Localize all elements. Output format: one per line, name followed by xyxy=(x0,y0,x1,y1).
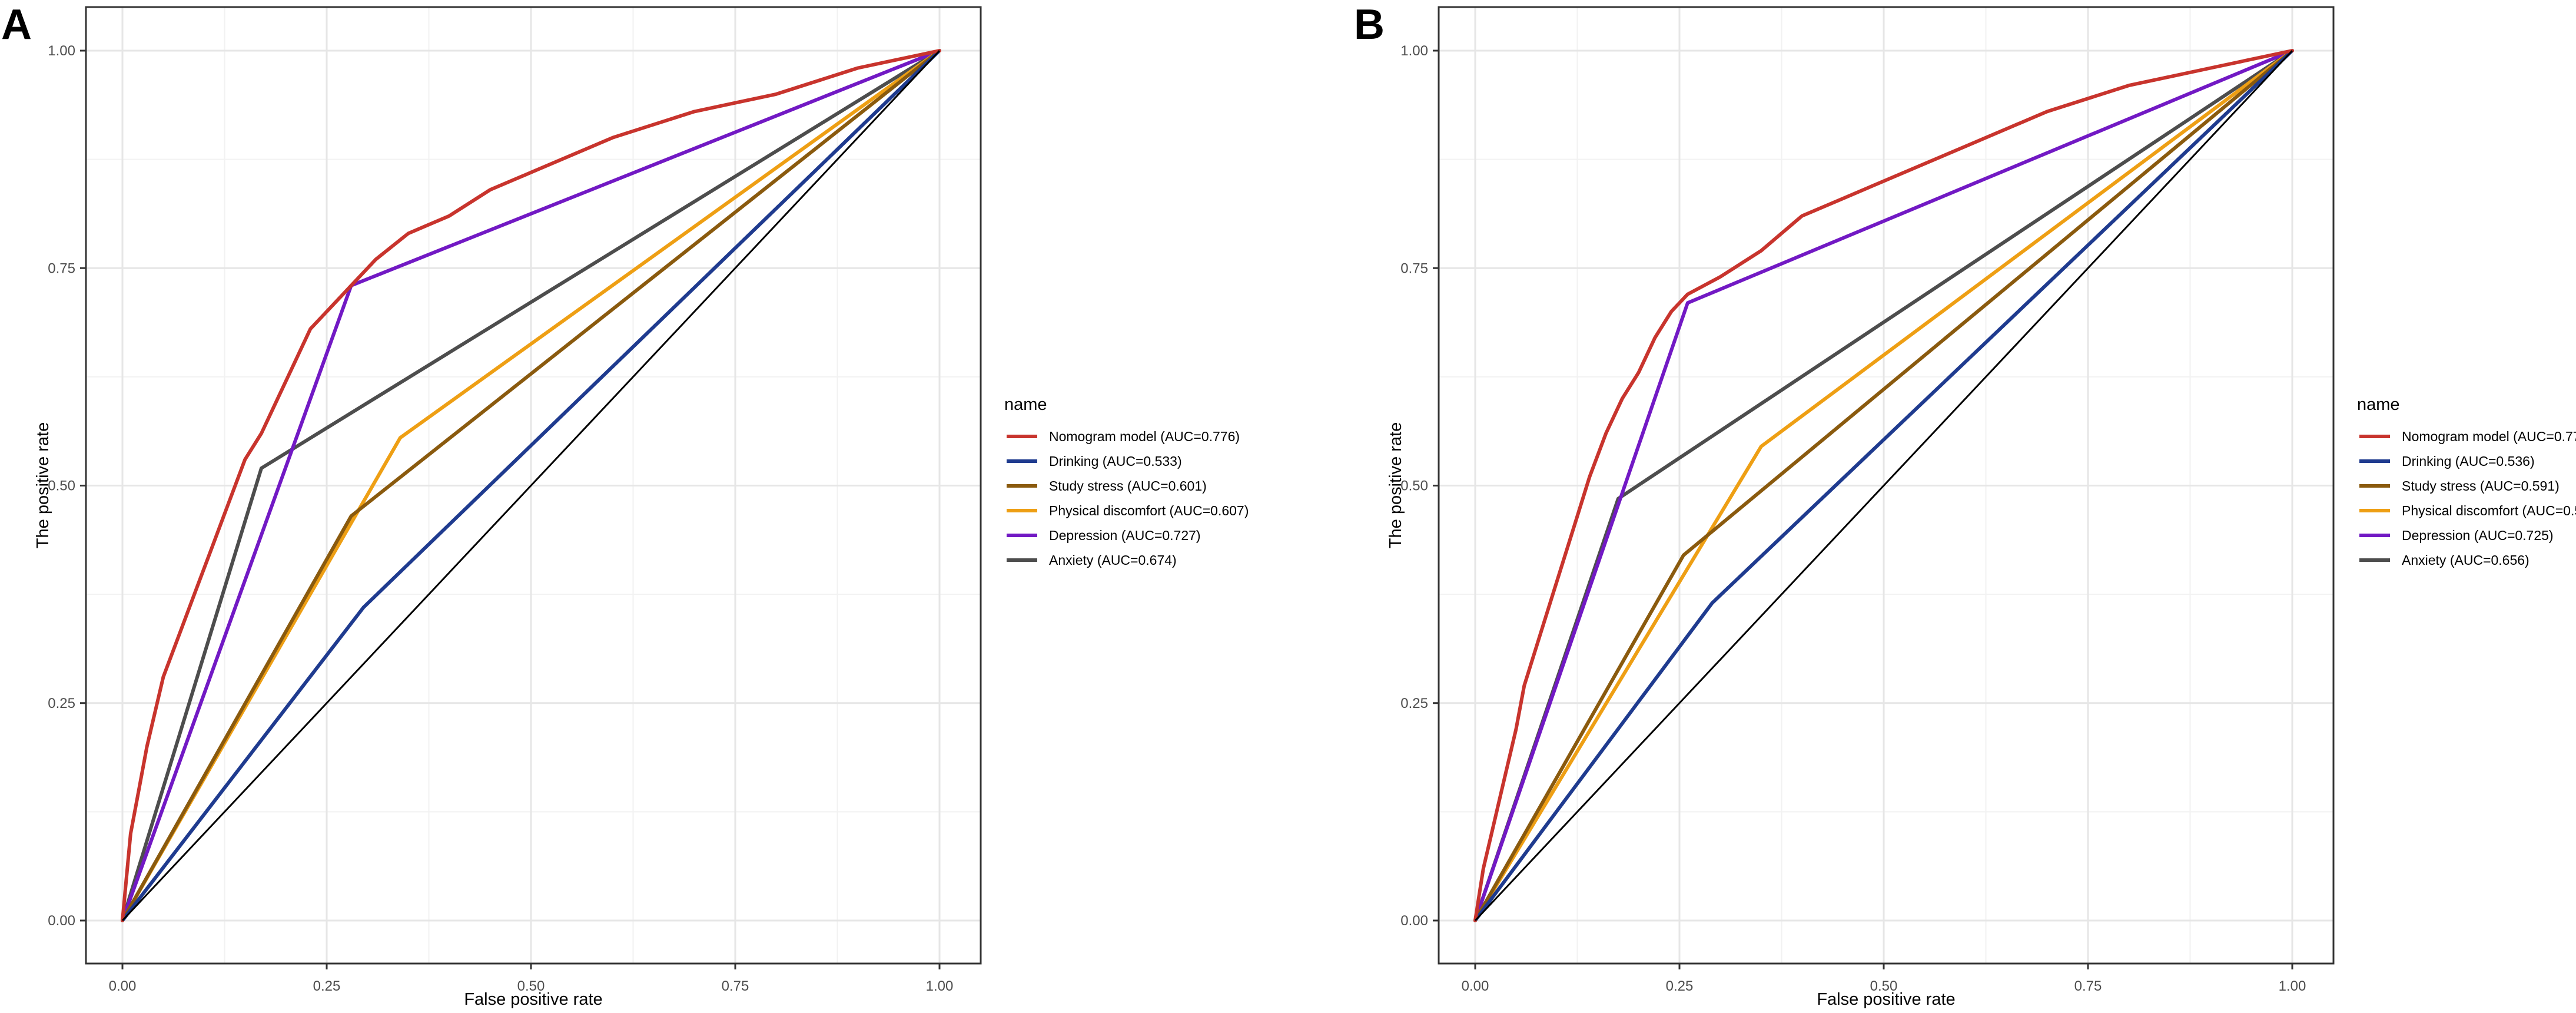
legend-item: Anxiety (AUC=0.674) xyxy=(1007,552,1177,568)
legend-item: Study stress (AUC=0.601) xyxy=(1007,478,1207,494)
legend-title: name xyxy=(2357,395,2400,414)
legend-label: Physical discomfort (AUC=0.595) xyxy=(2402,503,2576,518)
panel-a: 0.00 0.25 0.50 0.75 1.00 0.00 0.25 0.50 0.75 1.00… xyxy=(1,1,1249,1009)
legend-item: Drinking (AUC=0.533) xyxy=(1007,453,1182,469)
y-tick-label: 1.00 xyxy=(1400,43,1428,59)
legend-item: Nomogram model (AUC=0.77) xyxy=(2359,429,2576,444)
y-tick-label: 1.00 xyxy=(48,43,75,59)
legend-label: Nomogram model (AUC=0.77) xyxy=(2402,429,2576,444)
legend-item: Depression (AUC=0.727) xyxy=(1007,528,1201,543)
legend-item: Study stress (AUC=0.591) xyxy=(2359,478,2560,494)
panel-b: 0.00 0.25 0.50 0.75 1.00 0.00 0.25 0.50 0.75 1.00… xyxy=(1354,1,2576,1009)
legend-item: Drinking (AUC=0.536) xyxy=(2359,453,2535,469)
reference-diagonal xyxy=(1474,49,2293,922)
x-tick-label: 0.50 xyxy=(517,978,545,994)
series-group xyxy=(121,49,941,922)
series-line-0 xyxy=(121,49,941,922)
x-tick-label: 0.25 xyxy=(313,978,341,994)
panel-label: B xyxy=(1354,1,1385,48)
series-line-5 xyxy=(121,49,941,922)
y-tick-label: 0.25 xyxy=(48,696,75,711)
legend-label: Drinking (AUC=0.533) xyxy=(1049,453,1182,469)
series-line-2 xyxy=(121,49,941,922)
series-group xyxy=(1473,49,2294,922)
y-tick-label: 0.50 xyxy=(1400,478,1428,494)
y-tick-label: 0.25 xyxy=(1400,696,1428,711)
legend-item: Anxiety (AUC=0.656) xyxy=(2359,552,2529,568)
legend-label: Drinking (AUC=0.536) xyxy=(2402,453,2535,469)
legend-label: Depression (AUC=0.727) xyxy=(1049,528,1201,543)
x-tick-label: 1.00 xyxy=(926,978,954,994)
x-tick-label: 0.50 xyxy=(1870,978,1898,994)
y-tick-label: 0.50 xyxy=(48,478,75,494)
legend-title: name xyxy=(1004,395,1047,414)
series-line-4 xyxy=(1473,49,2294,922)
legend-item: Physical discomfort (AUC=0.595) xyxy=(2359,503,2576,518)
x-tick-label: 0.25 xyxy=(1666,978,1694,994)
legend-label: Nomogram model (AUC=0.776) xyxy=(1049,429,1240,444)
legend-label: Physical discomfort (AUC=0.607) xyxy=(1049,503,1249,518)
y-tick-label: 0.75 xyxy=(1400,260,1428,276)
x-tick-label: 0.00 xyxy=(1462,978,1489,994)
reference-diagonal xyxy=(121,49,941,922)
y-tick-label: 0.75 xyxy=(48,260,75,276)
series-line-1 xyxy=(1473,49,2294,922)
panel-label: A xyxy=(1,1,32,48)
y-tick-label: 0.00 xyxy=(48,913,75,929)
series-line-2 xyxy=(1473,49,2294,922)
series-line-1 xyxy=(121,49,941,922)
legend-label: Anxiety (AUC=0.656) xyxy=(2402,552,2529,568)
legend-label: Anxiety (AUC=0.674) xyxy=(1049,552,1177,568)
legend-item: Nomogram model (AUC=0.776) xyxy=(1007,429,1240,444)
y-axis-title: The positive rate xyxy=(34,422,52,548)
legend-label: Study stress (AUC=0.591) xyxy=(2402,478,2560,494)
y-tick-label: 0.00 xyxy=(1400,913,1428,929)
x-tick-label: 0.00 xyxy=(109,978,137,994)
series-line-3 xyxy=(1473,49,2294,922)
x-tick-label: 0.75 xyxy=(722,978,749,994)
series-line-0 xyxy=(1473,49,2294,922)
x-tick-label: 1.00 xyxy=(2279,978,2306,994)
legend-item: Physical discomfort (AUC=0.607) xyxy=(1007,503,1249,518)
x-axis-title: False positive rate xyxy=(1817,990,1955,1009)
legend-item: Depression (AUC=0.725) xyxy=(2359,528,2554,543)
x-tick-label: 0.75 xyxy=(2074,978,2102,994)
legend-label: Study stress (AUC=0.601) xyxy=(1049,478,1207,494)
x-axis-title: False positive rate xyxy=(464,990,602,1009)
y-axis-title: The positive rate xyxy=(1386,422,1405,548)
legend-label: Depression (AUC=0.725) xyxy=(2402,528,2554,543)
